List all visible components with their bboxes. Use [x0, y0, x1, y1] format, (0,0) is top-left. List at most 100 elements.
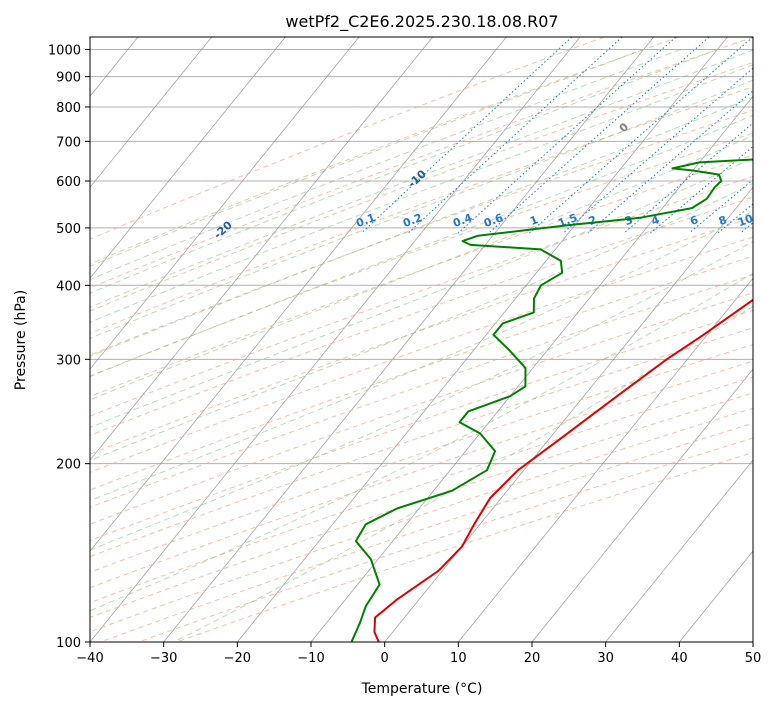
dry-adiabat-line [90, 292, 753, 525]
grid-layer [0, 37, 753, 642]
mixing-ratio-label: 8 [717, 213, 729, 228]
isotherm-line [90, 37, 213, 188]
mixing-ratio-label: 2 [587, 213, 599, 228]
isotherm-line [605, 459, 753, 642]
dry-adiabat-line [90, 86, 753, 334]
dry-adiabat-label: -30 [29, 270, 53, 293]
x-tick-label: 10 [450, 651, 467, 666]
dry-adiabat-line [90, 175, 753, 417]
dry-adiabat-line [90, 376, 753, 604]
dry-adiabat-line [90, 274, 753, 508]
dry-adiabat-line [100, 422, 753, 642]
mixing-ratio-line [768, 37, 775, 233]
y-tick-label: 200 [56, 458, 81, 473]
mixing-ratio-label: 4 [650, 213, 662, 228]
isotherm-line [531, 368, 753, 642]
mixing-ratio-line [529, 37, 753, 234]
y-tick-label: 300 [56, 353, 81, 368]
isotherm-line [0, 37, 64, 642]
mixing-ratio-label: 0.1 [354, 211, 377, 230]
isotherm-line [458, 277, 753, 642]
mixing-ratio-line [740, 222, 753, 234]
isotherm-line [90, 37, 286, 279]
dry-adiabat-line [90, 132, 753, 377]
mixing-ratio-label: 1.5 [556, 211, 579, 230]
x-tick-label: −20 [224, 651, 251, 666]
dry-adiabat-line [90, 61, 753, 312]
moist-adiabat-line [90, 182, 753, 461]
x-tick-label: −30 [150, 651, 177, 666]
mixing-ratio-label: 0.2 [401, 211, 424, 230]
isotherm-line [90, 37, 360, 370]
moist-adiabat-line [90, 49, 644, 267]
y-tick-label: 900 [56, 71, 81, 86]
dry-adiabat-line [90, 37, 605, 240]
chart-title: wetPf2_C2E6.2025.230.18.08.R07 [285, 12, 558, 32]
y-tick-label: 800 [56, 101, 81, 116]
moist-adiabat-line [90, 79, 753, 339]
y-tick-label: 400 [56, 279, 81, 294]
profile-lines [350, 158, 753, 642]
dry-adiabat-line [90, 109, 753, 356]
isotherm-line [163, 37, 655, 642]
dry-adiabat-line [90, 255, 753, 491]
moist-adiabat-line [90, 210, 753, 502]
x-tick-label: −10 [297, 651, 324, 666]
y-tick-label: 700 [56, 135, 81, 150]
y-axis-title: Pressure (hPa) [13, 290, 29, 390]
isotherm-line [237, 37, 728, 642]
mixing-ratio-label: 1 [528, 213, 540, 228]
y-tick-label: 1000 [48, 44, 81, 59]
mixing-ratio-label: 0.4 [451, 211, 474, 230]
mixing-ratio-line [361, 37, 573, 234]
dry-adiabat-line [90, 360, 753, 589]
x-axis: −40 −30 −20 −10 0 10 20 30 40 50 [76, 642, 761, 666]
mixing-ratio-label: 13 [763, 212, 775, 229]
isotherm-line [90, 37, 581, 642]
x-tick-label: −40 [76, 651, 103, 666]
dry-adiabat-line [90, 344, 753, 573]
y-axis: 100 200 300 400 500 600 700 800 900 1000 [48, 44, 90, 651]
dry-adiabat-line [90, 196, 753, 436]
mixing-ratio-line [562, 67, 753, 234]
isotherm-line [384, 186, 753, 642]
moist-adiabat-line [90, 49, 753, 308]
temperature-profile-line [373, 298, 753, 642]
mixing-ratio-line [407, 37, 623, 234]
mixing-ratio-label: 3 [623, 213, 635, 228]
y-tick-label: 600 [56, 175, 81, 190]
mixing-ratio-line [650, 145, 753, 234]
dry-adiabat-line [90, 407, 753, 633]
y-tick-label: 100 [56, 636, 81, 651]
moist-adiabat-line [90, 96, 753, 357]
moist-adiabat-line [90, 157, 753, 428]
moist-adiabat-line [90, 49, 718, 294]
mixing-ratio-label: 6 [688, 213, 700, 228]
isotherm-line [310, 95, 753, 642]
x-tick-label: 30 [597, 651, 614, 666]
x-tick-label: 50 [745, 651, 762, 666]
mixing-ratio-line [587, 90, 753, 234]
dry-adiabat-label: -10 [405, 167, 429, 190]
dry-adiabat-line [90, 392, 753, 618]
isotherm-line [752, 641, 753, 642]
dry-adiabat-line [90, 309, 753, 542]
dry-adiabat-line [176, 452, 753, 642]
reference-lines [90, 37, 775, 642]
moist-adiabat-line [90, 49, 681, 281]
isotherm-line [90, 37, 507, 552]
mixing-ratio-label: 0.6 [482, 211, 505, 230]
dewpoint-profile-line [350, 158, 753, 642]
dry-adiabat-line [90, 37, 753, 289]
reference-labels: 0.10.20.40.611.52346810131620253036-100-… [29, 120, 775, 293]
moist-adiabat-line [90, 272, 753, 612]
dry-adiabat-line [90, 216, 753, 455]
dry-adiabat-line [90, 327, 753, 558]
y-tick-label: 500 [56, 222, 81, 237]
x-axis-title: Temperature (°C) [361, 681, 483, 697]
dry-adiabat-line [90, 154, 753, 398]
mixing-ratio-line [488, 37, 710, 234]
x-tick-label: 20 [524, 651, 541, 666]
moist-adiabat-line [90, 64, 753, 323]
